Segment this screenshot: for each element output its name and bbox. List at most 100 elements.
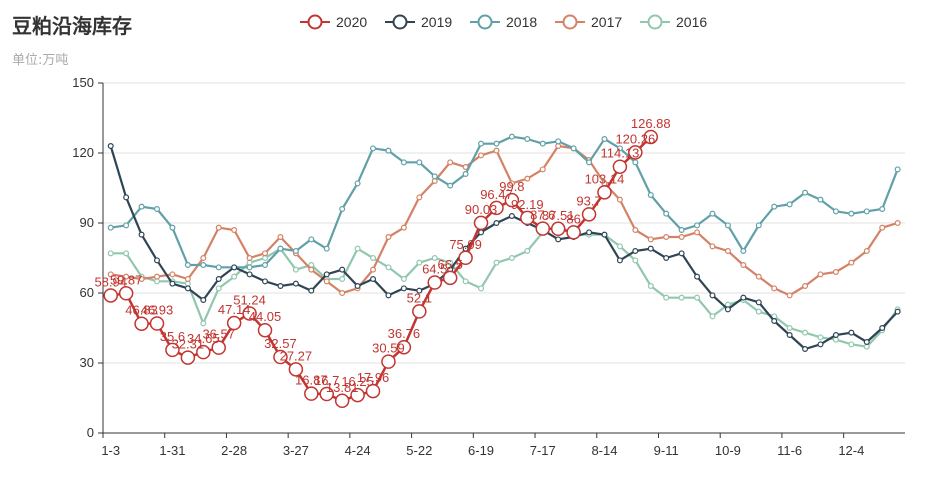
data-point[interactable] [586,229,593,236]
data-point[interactable] [724,306,731,313]
data-point[interactable] [215,264,222,271]
data-point[interactable] [628,145,643,160]
data-point[interactable] [184,262,191,269]
data-point[interactable] [616,145,623,152]
data-point[interactable] [493,220,500,227]
data-point[interactable] [246,271,253,278]
data-point[interactable] [663,255,670,262]
data-point[interactable] [107,143,114,150]
data-point[interactable] [848,329,855,336]
data-point[interactable] [740,248,747,255]
data-point[interactable] [257,322,273,338]
data-point[interactable] [381,354,396,369]
data-point[interactable] [107,250,114,257]
data-point[interactable] [616,196,623,203]
data-point[interactable] [323,278,330,285]
data-point[interactable] [694,273,701,280]
data-point[interactable] [288,362,304,377]
data-point[interactable] [597,185,612,200]
data-point[interactable] [694,294,701,301]
data-point[interactable] [755,222,762,229]
data-point[interactable] [416,159,423,166]
data-point[interactable] [370,255,377,262]
data-point[interactable] [273,349,288,365]
data-point[interactable] [508,133,515,140]
data-point[interactable] [354,283,361,290]
data-point[interactable] [663,234,670,241]
data-point[interactable] [524,175,531,182]
data-point[interactable] [242,306,257,321]
data-point[interactable] [771,285,778,292]
data-point[interactable] [334,393,350,409]
data-point[interactable] [200,320,207,327]
data-point[interactable] [694,222,701,229]
data-point[interactable] [678,227,685,234]
data-point[interactable] [350,387,365,403]
data-point[interactable] [123,194,130,201]
data-point[interactable] [134,316,149,331]
data-point[interactable] [508,180,515,187]
data-point[interactable] [550,221,566,237]
data-point[interactable] [339,206,346,213]
data-point[interactable] [211,340,226,355]
data-point[interactable] [226,315,242,331]
data-point[interactable] [385,234,392,241]
data-point[interactable] [524,136,531,143]
data-point[interactable] [802,346,809,353]
data-point[interactable] [154,273,161,280]
data-point[interactable] [138,231,145,238]
data-point[interactable] [802,329,809,336]
data-point[interactable] [292,266,299,273]
data-point[interactable] [304,386,319,401]
data-point[interactable] [817,271,824,278]
data-point[interactable] [478,140,485,147]
data-point[interactable] [755,273,762,280]
data-point[interactable] [412,304,427,319]
data-point[interactable] [416,194,423,201]
data-point[interactable] [709,210,716,217]
data-point[interactable] [848,259,855,266]
data-point[interactable] [632,227,639,234]
data-point[interactable] [478,229,485,236]
data-point[interactable] [566,225,581,240]
data-point[interactable] [632,257,639,264]
data-point[interactable] [724,222,731,229]
data-point[interactable] [462,171,469,178]
data-point[interactable] [447,259,454,266]
legend-item-2018[interactable]: 2018 [470,14,537,30]
data-point[interactable] [149,316,165,331]
data-point[interactable] [319,386,334,402]
data-point[interactable] [292,248,299,255]
data-point[interactable] [817,196,824,203]
data-point[interactable] [786,292,793,299]
data-point[interactable] [879,224,886,231]
data-point[interactable] [894,166,901,173]
data-point[interactable] [231,227,238,234]
data-point[interactable] [508,213,515,220]
data-point[interactable] [863,339,870,346]
data-point[interactable] [863,248,870,255]
data-point[interactable] [647,236,654,243]
data-point[interactable] [442,270,458,286]
data-point[interactable] [431,173,438,180]
data-point[interactable] [277,234,284,241]
data-point[interactable] [215,285,222,292]
data-point[interactable] [458,250,473,266]
data-point[interactable] [123,273,130,280]
data-point[interactable] [802,283,809,290]
data-point[interactable] [165,342,180,358]
data-point[interactable] [678,294,685,301]
legend-item-2017[interactable]: 2017 [555,14,622,30]
data-point[interactable] [616,243,623,250]
data-point[interactable] [431,255,438,262]
data-point[interactable] [385,147,392,154]
data-point[interactable] [385,264,392,271]
data-point[interactable] [262,250,269,257]
data-point[interactable] [755,299,762,306]
data-point[interactable] [370,266,377,273]
data-point[interactable] [493,140,500,147]
data-point[interactable] [354,180,361,187]
data-point[interactable] [724,248,731,255]
data-point[interactable] [277,245,284,252]
data-point[interactable] [123,250,130,257]
